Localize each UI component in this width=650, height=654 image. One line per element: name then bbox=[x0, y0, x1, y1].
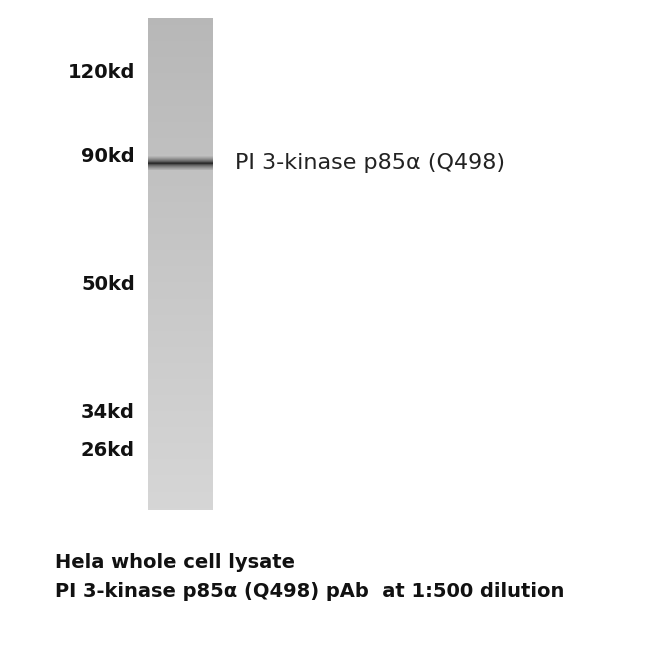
Text: 26kd: 26kd bbox=[81, 441, 135, 460]
Text: Hela whole cell lysate: Hela whole cell lysate bbox=[55, 553, 295, 572]
Text: PI 3-kinase p85α (Q498): PI 3-kinase p85α (Q498) bbox=[235, 153, 505, 173]
Text: PI 3-kinase p85α (Q498) pAb  at 1:500 dilution: PI 3-kinase p85α (Q498) pAb at 1:500 dil… bbox=[55, 582, 564, 601]
Text: 34kd: 34kd bbox=[81, 404, 135, 422]
Text: 120kd: 120kd bbox=[68, 63, 135, 82]
Text: 90kd: 90kd bbox=[81, 148, 135, 167]
Text: 50kd: 50kd bbox=[81, 275, 135, 294]
